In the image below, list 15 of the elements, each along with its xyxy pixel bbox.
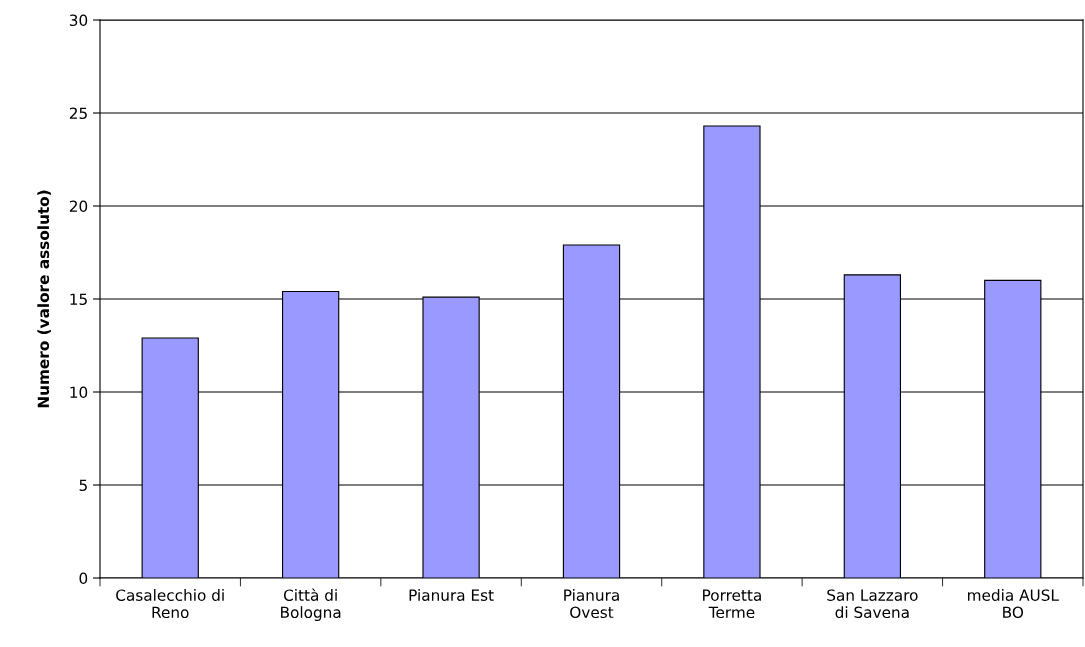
y-tick-label: 15 — [70, 293, 87, 306]
x-tick-label: Città di Bologna — [281, 588, 341, 621]
x-tick-label: Casalecchio di Reno — [116, 589, 224, 619]
y-tick-label: 25 — [69, 107, 87, 120]
y-tick-label: 5 — [79, 479, 87, 492]
x-tick-label: media AUSL BO — [968, 589, 1059, 619]
x-tick-label: Pianura Est — [409, 589, 494, 601]
y-tick-label: 30 — [69, 14, 88, 27]
y-axis-title: Numero (valore assoluto) — [37, 190, 51, 408]
y-tick-label: 0 — [79, 572, 88, 585]
y-tick-label: 10 — [70, 386, 88, 399]
x-tick-label: Pianura Ovest — [564, 589, 619, 619]
y-tick-label: 20 — [69, 200, 88, 213]
x-tick-label: San Lazzaro di Savena — [827, 589, 918, 619]
x-tick-label: Porretta Terme — [703, 589, 761, 619]
